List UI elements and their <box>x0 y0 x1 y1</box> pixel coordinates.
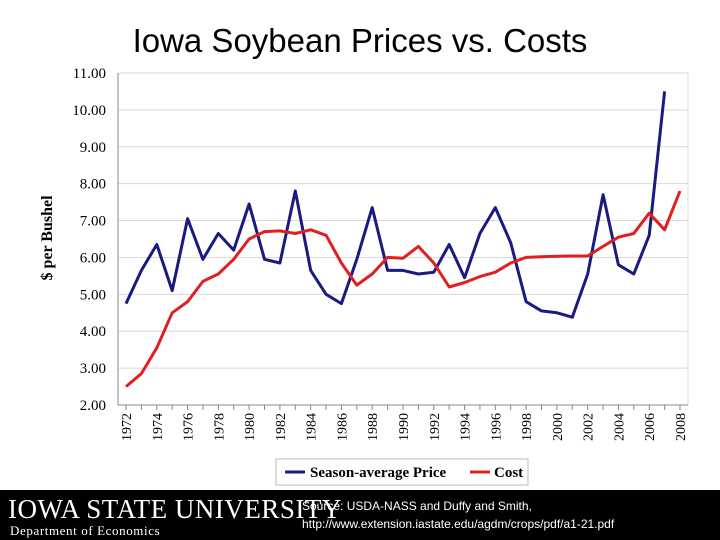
grid-lines <box>118 72 688 369</box>
source-text: Source: USDA-NASS and Duffy and Smith, <box>302 499 532 513</box>
y-tick-label: 4.00 <box>80 324 106 340</box>
x-tick-label: 1996 <box>489 413 504 441</box>
y-tick-label: 7.00 <box>80 214 106 230</box>
y-tick-label: 10.00 <box>72 103 106 119</box>
x-tick-label: 2002 <box>582 413 597 441</box>
x-tick-label: 1986 <box>335 413 350 441</box>
x-tick-label: 1980 <box>243 413 258 441</box>
x-tick-label: 2006 <box>643 413 658 441</box>
x-tick-label: 1992 <box>428 413 443 441</box>
university-logo: IOWA STATE UNIVERSITY <box>8 494 342 524</box>
x-tick-label: 1994 <box>459 413 474 441</box>
department-name: Department of Economics <box>10 523 161 538</box>
x-tick-labels: 1972 1974 1976 1978 1980 1982 1984 1986 1988 1990… <box>120 413 689 441</box>
x-tick-label: 1984 <box>305 413 320 441</box>
y-tick-label: 2.00 <box>80 398 106 414</box>
y-axis-label: $ per Bushel <box>39 195 56 281</box>
x-tick-label: 2008 <box>674 413 689 441</box>
x-tick-label: 1974 <box>151 413 166 441</box>
x-tick-label: 1990 <box>397 413 412 441</box>
legend: Season-average Price Cost <box>275 458 529 486</box>
x-tick-label: 1976 <box>182 413 197 441</box>
x-tick-label: 1972 <box>120 413 135 441</box>
series-lines <box>124 91 682 388</box>
series-line-cost <box>125 190 682 388</box>
y-tick-label: 6.00 <box>80 250 106 266</box>
axes <box>117 72 689 410</box>
source-url[interactable]: http://www.extension.iastate.edu/agdm/cr… <box>302 517 615 531</box>
line-chart: 2.00 3.00 4.00 5.00 6.00 7.00 8.00 9.00 10.00 11.… <box>39 66 689 486</box>
x-tick-label: 1998 <box>520 413 535 441</box>
y-tick-label: 8.00 <box>80 177 106 193</box>
footer-bar: IOWA STATE UNIVERSITY Department of Econ… <box>0 490 720 540</box>
x-tick-label: 1982 <box>274 413 289 441</box>
legend-label-cost: Cost <box>494 465 523 481</box>
series-line-price <box>124 91 667 319</box>
legend-label-price: Season-average Price <box>310 465 447 481</box>
y-tick-labels: 2.00 3.00 4.00 5.00 6.00 7.00 8.00 9.00 10.00 11.… <box>72 66 106 414</box>
plot-frame <box>117 72 689 406</box>
slide-title: Iowa Soybean Prices vs. Costs <box>132 22 588 59</box>
x-tick-label: 2004 <box>612 413 627 441</box>
x-tick-label: 2000 <box>551 413 566 441</box>
y-tick-label: 9.00 <box>80 140 106 156</box>
x-tick-label: 1988 <box>366 413 381 441</box>
y-tick-label: 3.00 <box>80 361 106 377</box>
y-tick-label: 11.00 <box>73 66 106 82</box>
y-tick-label: 5.00 <box>80 287 106 303</box>
x-tick-label: 1978 <box>212 413 227 441</box>
